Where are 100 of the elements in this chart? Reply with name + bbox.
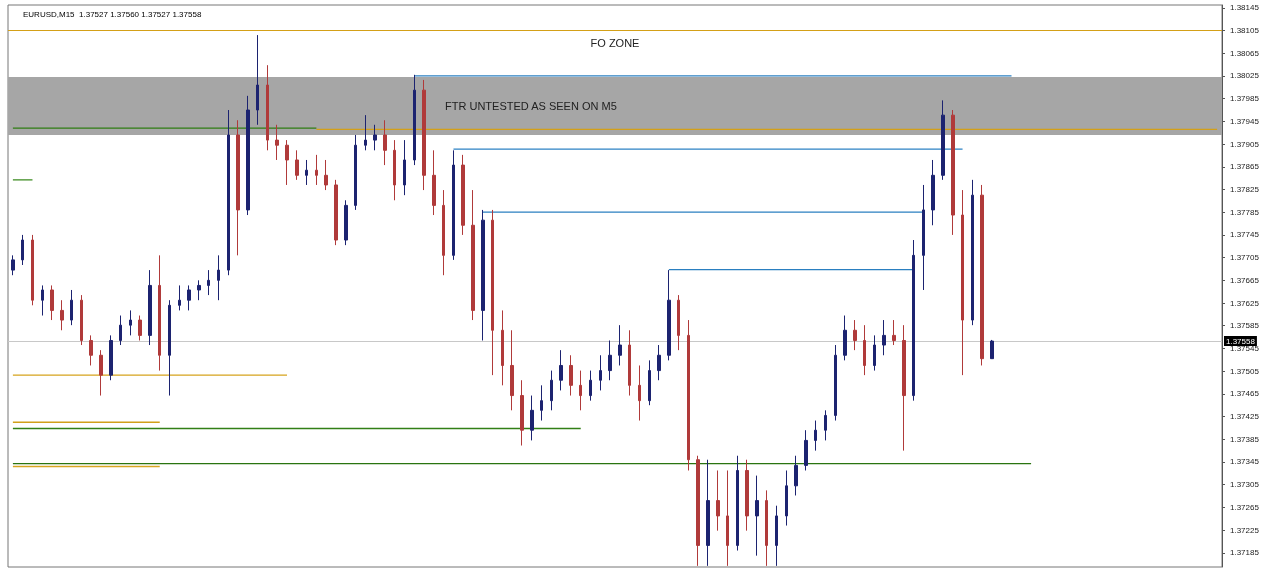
- candlestick: [951, 109, 955, 236]
- candlestick: [745, 459, 749, 532]
- candlestick: [775, 505, 778, 567]
- candlestick: [873, 334, 876, 372]
- candlestick: [638, 364, 641, 422]
- text: EURUSD,M15 1.37527 1.37560 1.37527 1.37558: [23, 9, 202, 19]
- candlestick: [941, 99, 945, 181]
- candlestick: [266, 64, 269, 151]
- candlestick: [119, 315, 122, 346]
- candlestick: [187, 284, 191, 311]
- candlestick: [530, 395, 534, 441]
- y-tick-label: 1.37865: [1230, 162, 1260, 172]
- candlestick: [716, 469, 720, 532]
- candlestick: [373, 124, 377, 151]
- y-tick-label: 1.37945: [1230, 116, 1260, 126]
- y-tick-label: 1.37745: [1230, 230, 1260, 240]
- candlestick: [559, 349, 563, 391]
- candlestick: [305, 159, 308, 186]
- y-tick-label: 1.37425: [1230, 412, 1260, 422]
- candlestick: [648, 359, 651, 406]
- y-tick-label: 1.38065: [1230, 48, 1260, 58]
- candlestick: [863, 324, 866, 376]
- y-tick-label: 1.37545: [1230, 343, 1260, 353]
- candlestick: [471, 189, 475, 321]
- candlestick: [882, 319, 886, 356]
- candlestick: [138, 315, 142, 341]
- candlestick: [344, 199, 348, 246]
- y-tick-label: 1.37225: [1230, 525, 1260, 535]
- candlestick: [197, 279, 201, 301]
- candlestick: [31, 234, 34, 306]
- y-tick-label: 1.38105: [1230, 26, 1260, 36]
- candlestick: [129, 309, 132, 336]
- candlestick: [667, 269, 671, 361]
- candlestick: [599, 354, 602, 391]
- candlestick: [99, 349, 103, 397]
- candlestick: [853, 319, 857, 351]
- candlestick: [158, 254, 161, 372]
- candlestick: [442, 189, 445, 276]
- candlestick: [834, 344, 837, 422]
- candlestick: [275, 124, 279, 161]
- y-tick-label: 1.37665: [1230, 275, 1260, 285]
- band-label: FTR UNTESTED AS SEEN ON M5: [445, 100, 617, 113]
- candlestick: [843, 315, 847, 361]
- y-tick-label: 1.38145: [1230, 3, 1260, 13]
- candlestick: [765, 489, 768, 567]
- candlestick: [11, 254, 15, 276]
- candlestick: [902, 324, 906, 452]
- candlestick: [628, 329, 631, 397]
- y-tick-label: 1.37505: [1230, 366, 1260, 376]
- y-tick-label: 1.37265: [1230, 502, 1260, 512]
- candlestick: [550, 370, 553, 411]
- candlestick: [364, 114, 367, 151]
- candlestick: [814, 420, 817, 452]
- y-tick-label: 1.37305: [1230, 480, 1260, 490]
- y-tick-label: 1.37185: [1230, 548, 1260, 558]
- candlestick: [178, 284, 181, 311]
- candlestick: [236, 119, 240, 256]
- candlestick: [677, 294, 680, 351]
- candlestick: [481, 209, 485, 341]
- candlestick: [912, 239, 915, 402]
- candlestick: [687, 319, 690, 471]
- candlestick: [21, 234, 24, 266]
- y-tick-label: 1.37825: [1230, 184, 1260, 194]
- ref-line-label: FO ZONE: [590, 37, 640, 50]
- candlestick: [491, 209, 494, 376]
- candlestick: [403, 139, 406, 196]
- candlestick: [452, 149, 455, 261]
- candlestick: [794, 455, 798, 496]
- candlestick: [961, 189, 964, 376]
- candlestick: [755, 475, 759, 557]
- candlestick: [510, 329, 514, 411]
- candlestick: [109, 334, 113, 381]
- y-tick-label: 1.37585: [1230, 321, 1260, 331]
- candlestick: [432, 149, 436, 216]
- y-tick-label: 1.37905: [1230, 139, 1260, 149]
- candlestick: [785, 469, 788, 527]
- y-tick-label: 1.37985: [1230, 94, 1260, 104]
- candlestick: [89, 334, 93, 366]
- candlestick: [295, 149, 299, 181]
- candlestick: [80, 294, 83, 346]
- candlestick: [334, 179, 338, 246]
- candlestick: [50, 284, 54, 321]
- candlestick: [990, 339, 994, 360]
- candlestick: [540, 384, 543, 422]
- candlestick: [931, 159, 935, 226]
- candlestick: [383, 119, 387, 166]
- y-tick-label: 1.38025: [1230, 71, 1260, 81]
- candlestick: [922, 184, 925, 291]
- y-tick-label: 1.37465: [1230, 389, 1260, 399]
- candlestick: [315, 154, 318, 186]
- y-tick-label: 1.37345: [1230, 457, 1260, 467]
- candlestick: [354, 134, 357, 211]
- candlestick: [971, 179, 974, 326]
- candlestick: [657, 344, 661, 381]
- candlestick: [393, 139, 396, 201]
- candlestick: [60, 299, 64, 331]
- candlestick: [461, 154, 465, 236]
- candlestick: [736, 455, 739, 552]
- candlestick: [285, 139, 289, 186]
- y-tick-label: 1.37625: [1230, 298, 1260, 308]
